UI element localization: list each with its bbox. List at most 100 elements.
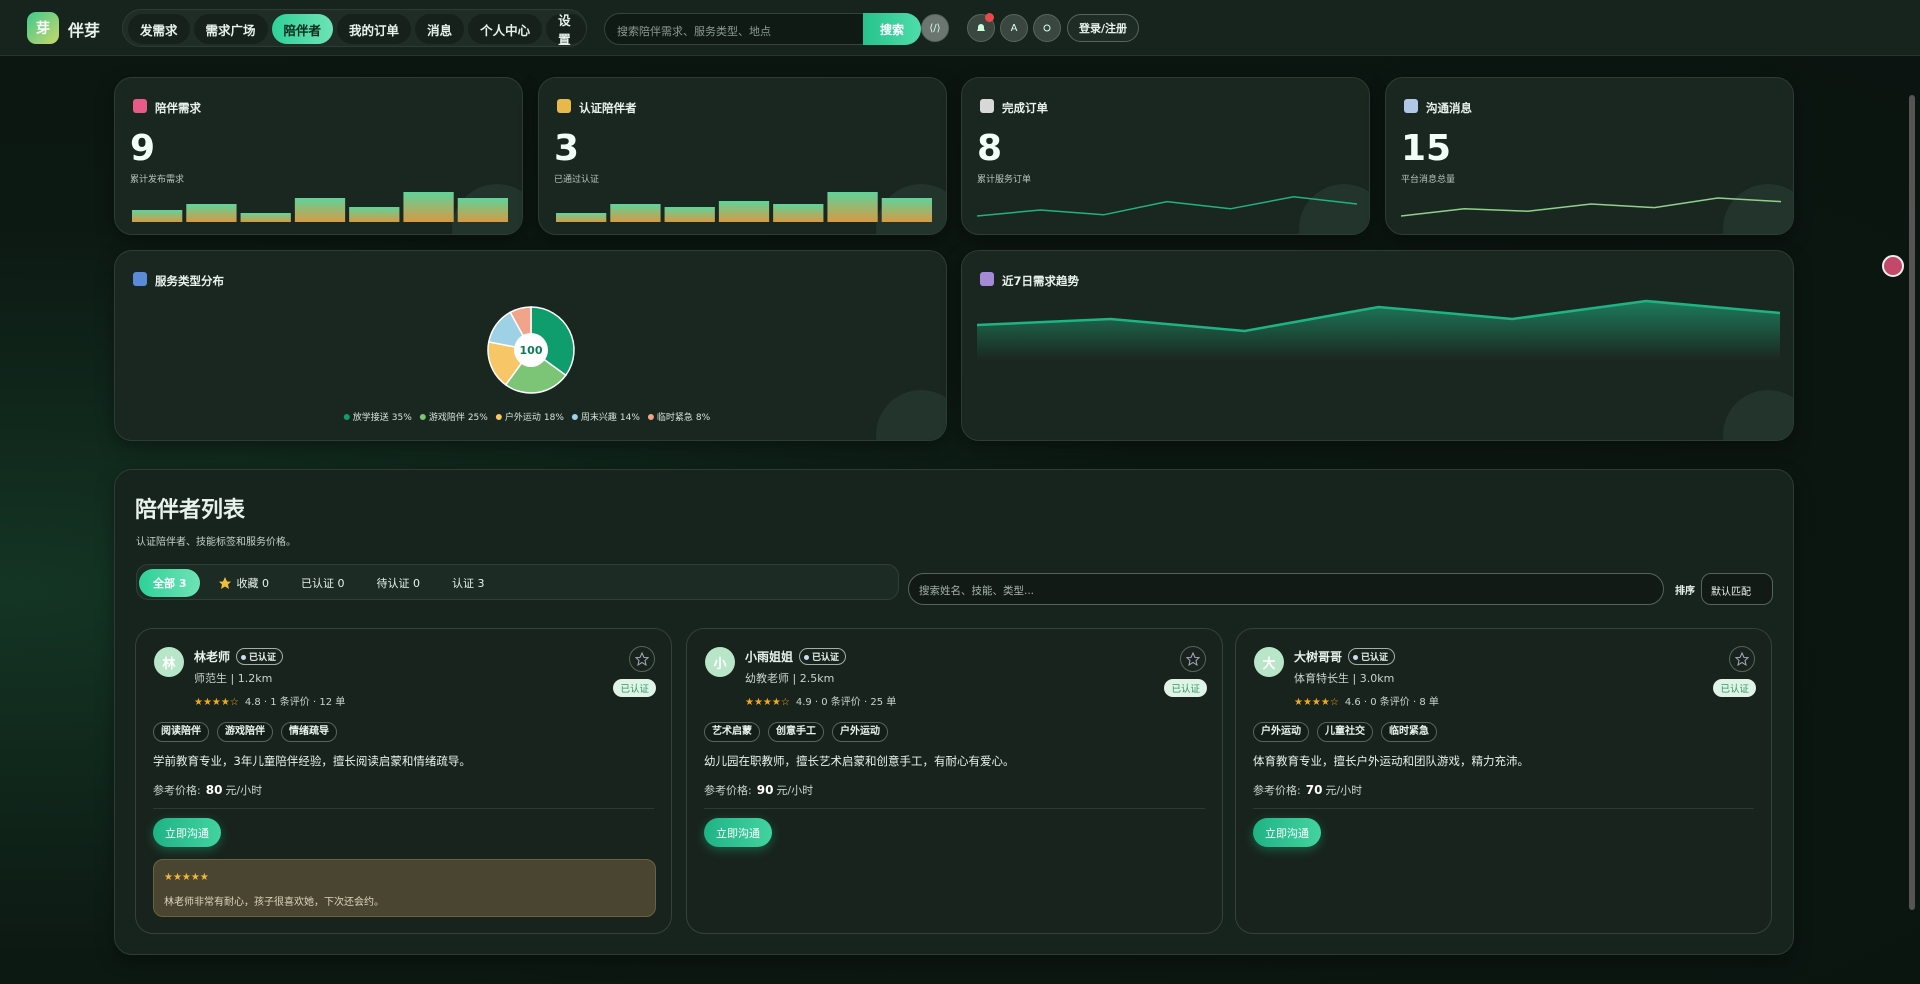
companion-card: 林林老师 已认证师范生 | 1.2km ★★★★☆ 4.8 · 1 条评价 · 12 … [135,628,672,934]
stat-caption: 平台消息总量 [1401,175,1456,185]
chat-button[interactable]: 立即沟通 [153,818,221,847]
price-unit: 元/小时 [1325,784,1363,797]
favorite-button[interactable] [629,646,655,672]
legend-label: 游戏陪伴 [429,411,465,423]
star-shape [219,577,232,589]
verified-badge: 已认证 [236,648,284,665]
floating-button[interactable] [1882,255,1904,277]
chart-icon [980,272,994,286]
stat-value: 15 [1401,128,1452,169]
legend-label: 放学接送 [353,411,389,423]
nav-item[interactable]: 个人中心 [468,14,543,44]
filter-tab[interactable]: 全部 3 [139,569,201,597]
sort-select[interactable]: 默认匹配 [1701,573,1773,605]
stat-title: 认证陪伴者 [579,101,637,115]
list-search[interactable]: 搜索姓名、技能、类型... [908,573,1664,605]
scrollbar[interactable] [1909,95,1915,910]
bell-shape [977,24,985,31]
favorite-button[interactable] [1180,646,1206,672]
card-title: 近7日需求趋势 [1002,274,1080,288]
filter-tab[interactable]: 已认证 0 [287,569,359,597]
name-row: 小雨姐姐 已认证 [745,648,847,665]
chat-button[interactable]: 立即沟通 [1253,818,1321,847]
legend-dot [343,414,350,420]
star-outline [1186,652,1200,666]
companion-card: 大大树哥哥 已认证 体育特长生 | 3.0km ★★★★☆ 4.6 · 0 条评价 · … [1235,628,1772,934]
badge-dot [1353,655,1359,660]
tag: 情绪疏导 [281,722,337,742]
tag: 阅读陪伴 [153,722,209,742]
nav-item[interactable]: 陪伴者 [271,14,334,44]
star-outline [635,652,649,666]
avatar-button[interactable]: A [1000,14,1028,42]
filter-tab[interactable]: 待认证 0 [362,569,434,597]
nav-item[interactable]: 发需求 [128,14,190,44]
verified-badge: 已认证 [799,648,847,665]
avatar: 林 [154,647,184,677]
divider [704,808,1205,809]
mini-bar [294,198,346,222]
legend-dot [571,414,578,420]
tab-label: 待认证 0 [376,577,420,590]
search-button[interactable]: 搜索 [863,13,921,45]
badge-text: 已认证 [1361,653,1389,663]
mini-line [1401,197,1781,217]
stat-icon [1404,99,1418,113]
review-text: 林老师非常有耐心，孩子很喜欢她，下次还会约。 [164,897,384,908]
name: 小雨姐姐 [745,650,794,664]
nav-item[interactable]: 设置 [546,13,586,47]
legend-dot [647,414,654,420]
pie-total: 100 [520,344,543,357]
stat-card: 完成订单 8 累计服务订单 [961,77,1370,235]
trend-chart [976,299,1781,361]
favorite-button[interactable] [1729,646,1755,672]
filter-tab[interactable]: 认证 3 [438,569,499,597]
sun-shape [1043,24,1051,32]
price-value: 90 [756,783,774,797]
name-row: 林老师 已认证 [194,648,284,665]
mini-bar [349,207,400,222]
status-badge: 已认证 [1713,679,1756,697]
filter-tab[interactable]: 收藏 0 [204,569,283,597]
list-subtitle: 认证陪伴者、技能标签和服务价格。 [136,537,296,548]
badge-dot [804,655,810,660]
bell-button[interactable] [967,14,995,42]
nav-item[interactable]: 我的订单 [337,14,412,44]
login-button[interactable]: 登录/注册 [1067,14,1139,42]
price: 参考价格: 80 元/小时 [153,782,262,798]
star-shape [1735,652,1749,666]
mini-bar [403,192,454,222]
stars: ★★★★☆ [1294,697,1339,708]
price-label: 参考价格: [153,784,201,797]
mini-bar [186,204,237,222]
pie-slice [504,348,567,394]
legend: 放学接送 35% 游戏陪伴 25% 户外运动 18% 周末兴趣 14% 临时紧急 8% [343,411,711,423]
tab-label: 收藏 0 [236,577,269,590]
rating-meta: 4.9 · 0 条评价 · 25 单 [795,697,897,708]
chat-button[interactable]: 立即沟通 [704,818,772,847]
rating: ★★★★☆ 4.8 · 1 条评价 · 12 单 [194,693,345,708]
divider [1253,808,1754,809]
legend-value: 14% [620,413,640,423]
stat-caption: 累计发布需求 [130,175,185,185]
theme-button[interactable] [1033,14,1061,42]
logo[interactable]: 芽 [27,12,59,44]
nav-item[interactable]: 消息 [415,14,465,44]
service-card: 服务类型分布 100 放学接送 35% 游戏陪伴 25% 户外运动 18% 周末兴趣 14% 临时… [114,250,947,441]
brand[interactable]: 伴芽 [68,21,101,40]
code-button[interactable]: ⟨/⟩ [921,14,949,42]
tag: 游戏陪伴 [217,722,273,742]
description: 体育教育专业，擅长户外运动和团队游戏，精力充沛。 [1253,754,1529,768]
role: 师范生 | 1.2km [194,672,273,685]
rating: ★★★★☆ 4.9 · 0 条评价 · 25 单 [745,693,896,708]
navbar: 芽 伴芽 发需求 需求广场 陪伴者 我的订单 消息 个人中心 设置 搜索陪伴需求、服务类型、… [0,0,1920,56]
nav-menu: 发需求 需求广场 陪伴者 我的订单 消息 个人中心 设置 [122,9,587,47]
verified-badge: 已认证 [1348,648,1396,665]
mini-line [977,196,1357,217]
description: 幼儿园在职教师，擅长艺术启蒙和创意手工，有耐心有爱心。 [704,754,1015,768]
stat-icon [557,99,571,113]
nav-item[interactable]: 需求广场 [193,14,268,44]
stat-title: 完成订单 [1002,101,1048,115]
stat-chart [132,192,508,222]
